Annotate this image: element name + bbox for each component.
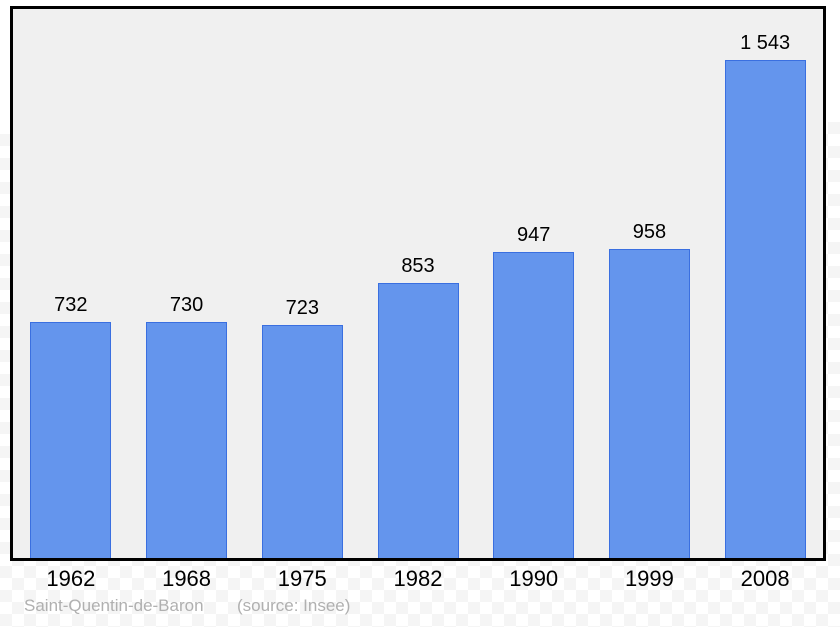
bar-value-label: 947 bbox=[494, 224, 573, 247]
x-axis-label: 1982 bbox=[394, 566, 443, 592]
chart-canvas: 732 730 723 853 947 958 1 543 1962 1968 1975 1982… bbox=[0, 0, 840, 627]
bar: 723 bbox=[262, 325, 343, 558]
bar-value-label: 723 bbox=[263, 297, 342, 320]
bar: 947 bbox=[493, 252, 574, 558]
x-axis-label: 2008 bbox=[741, 566, 790, 592]
bars-container: 732 730 723 853 947 958 1 543 bbox=[13, 9, 823, 558]
bar: 958 bbox=[609, 249, 690, 558]
x-axis-label: 1990 bbox=[509, 566, 558, 592]
bar: 730 bbox=[146, 322, 227, 558]
plot-frame: 732 730 723 853 947 958 1 543 bbox=[10, 6, 826, 561]
bar-value-label: 730 bbox=[147, 294, 226, 317]
bar: 1 543 bbox=[725, 60, 806, 558]
x-axis-label: 1968 bbox=[162, 566, 211, 592]
x-axis-label: 1999 bbox=[625, 566, 674, 592]
x-axis-labels: 1962 1968 1975 1982 1990 1999 2008 bbox=[13, 566, 823, 596]
bar-value-label: 958 bbox=[610, 221, 689, 244]
chart-caption: Saint-Quentin-de-Baron (source: Insee) bbox=[24, 596, 350, 616]
caption-source: (source: Insee) bbox=[237, 596, 350, 615]
bar-value-label: 853 bbox=[379, 255, 458, 278]
bar-value-label: 1 543 bbox=[726, 32, 805, 55]
bar-value-label: 732 bbox=[31, 294, 110, 317]
bar: 853 bbox=[378, 283, 459, 558]
caption-location: Saint-Quentin-de-Baron bbox=[24, 596, 204, 615]
x-axis-label: 1975 bbox=[278, 566, 327, 592]
bar: 732 bbox=[30, 322, 111, 558]
x-axis-label: 1962 bbox=[46, 566, 95, 592]
